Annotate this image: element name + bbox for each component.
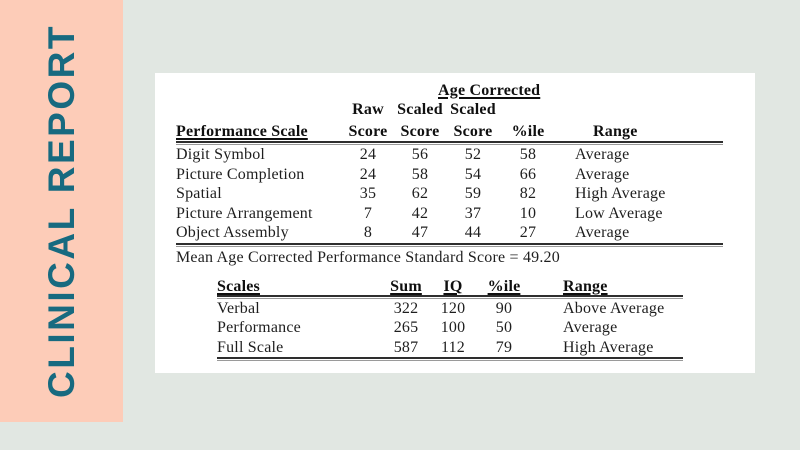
report-panel: Age Corrected Raw Scaled Scaled Performa… <box>155 73 755 373</box>
range-value: Average <box>575 165 630 183</box>
table-row: Full Scale 587 112 79 High Average <box>217 338 683 357</box>
age-corrected-scaled-header-top: Scaled <box>450 101 496 118</box>
percentile: 10 <box>519 204 537 222</box>
range-header: Range <box>593 123 638 140</box>
table2-header-row: Scales Sum IQ %ile Range <box>217 279 683 295</box>
age-corrected-scaled-score: 52 <box>464 146 482 163</box>
table-row: Spatial 35 62 59 82 High Average <box>176 184 723 204</box>
raw-score: 7 <box>363 204 373 222</box>
range-value: Above Average <box>563 300 665 317</box>
table-row: Object Assembly 8 47 44 27 Average <box>176 223 723 243</box>
scale-name: Full Scale <box>217 338 284 356</box>
age-corrected-scaled-header-bottom: Score <box>453 123 493 140</box>
scales-header: Scales <box>217 278 260 295</box>
range-value: Average <box>575 224 630 241</box>
table1-header-line3: Performance Scale Score Score Score %ile… <box>176 119 723 141</box>
raw-score-header-top: Raw <box>352 101 384 118</box>
subtest-name: Digit Symbol <box>176 146 266 163</box>
iq-value: 120 <box>440 300 466 317</box>
table1-bottom-rule <box>176 242 723 247</box>
range-value: High Average <box>575 185 666 202</box>
percentile: 66 <box>519 165 537 183</box>
age-corrected-scaled-score: 37 <box>464 204 482 222</box>
percentile: 82 <box>519 185 537 202</box>
report-title: CLINICAL REPORT <box>40 24 82 398</box>
sum-value: 322 <box>393 300 419 317</box>
scaled-score: 42 <box>411 204 429 222</box>
sum-value: 587 <box>393 338 419 356</box>
range-value: Average <box>563 319 618 337</box>
sum-header: Sum <box>390 278 422 295</box>
subtest-name: Picture Arrangement <box>176 204 313 222</box>
scale-name: Verbal <box>217 300 260 317</box>
subtest-name: Spatial <box>176 185 222 202</box>
age-corrected-group-header: Age Corrected <box>438 82 541 99</box>
table-row: Performance 265 100 50 Average <box>217 318 683 337</box>
raw-score: 24 <box>359 165 377 183</box>
scaled-score: 62 <box>411 185 429 202</box>
sum-value: 265 <box>393 319 419 337</box>
iq-value: 112 <box>440 338 465 356</box>
mean-score-note: Mean Age Corrected Performance Standard … <box>176 248 560 266</box>
range-value: Average <box>575 146 630 163</box>
age-corrected-scaled-score: 54 <box>464 165 482 183</box>
raw-score: 8 <box>363 224 373 241</box>
range-header: Range <box>563 278 608 295</box>
percentile-header: %ile <box>487 278 521 295</box>
scaled-score-header-bottom: Score <box>400 123 440 140</box>
table2-header-rule <box>217 295 683 299</box>
age-corrected-group-header-row: Age Corrected <box>176 82 723 99</box>
sidebar-banner: CLINICAL REPORT <box>0 0 123 422</box>
iq-summary-table: Scales Sum IQ %ile Range Verbal 322 120 … <box>217 279 683 361</box>
percentile: 79 <box>495 338 513 356</box>
scale-name: Performance <box>217 319 301 337</box>
percentile-header: %ile <box>511 123 545 140</box>
scaled-score: 56 <box>411 146 429 163</box>
table-row: Picture Completion 24 58 54 66 Average <box>176 165 723 185</box>
subtest-name: Object Assembly <box>176 224 289 241</box>
table1-header-rule <box>176 141 723 145</box>
percentile: 27 <box>519 224 537 241</box>
raw-score-header-bottom: Score <box>348 123 388 140</box>
performance-subtest-table: Age Corrected Raw Scaled Scaled Performa… <box>176 82 723 267</box>
scaled-score: 58 <box>411 165 429 183</box>
age-corrected-scaled-score: 44 <box>464 224 482 241</box>
table-row: Verbal 322 120 90 Above Average <box>217 299 683 318</box>
table-row: Picture Arrangement 7 42 37 10 Low Avera… <box>176 204 723 224</box>
table1-header-line2: Raw Scaled Scaled <box>176 98 723 119</box>
raw-score: 24 <box>359 146 377 163</box>
scaled-score-header-top: Scaled <box>397 101 443 118</box>
iq-header: IQ <box>443 278 463 295</box>
subtest-name: Picture Completion <box>176 165 305 183</box>
percentile: 50 <box>495 319 513 337</box>
raw-score: 35 <box>359 185 377 202</box>
age-corrected-scaled-score: 59 <box>464 185 482 202</box>
range-value: Low Average <box>575 204 663 222</box>
table-row: Digit Symbol 24 56 52 58 Average <box>176 145 723 165</box>
percentile: 58 <box>519 146 537 163</box>
range-value: High Average <box>563 338 654 356</box>
table2-bottom-rule <box>217 356 683 361</box>
iq-value: 100 <box>440 319 466 337</box>
performance-scale-header: Performance Scale <box>176 123 308 140</box>
scaled-score: 47 <box>411 224 429 241</box>
percentile: 90 <box>495 300 513 317</box>
